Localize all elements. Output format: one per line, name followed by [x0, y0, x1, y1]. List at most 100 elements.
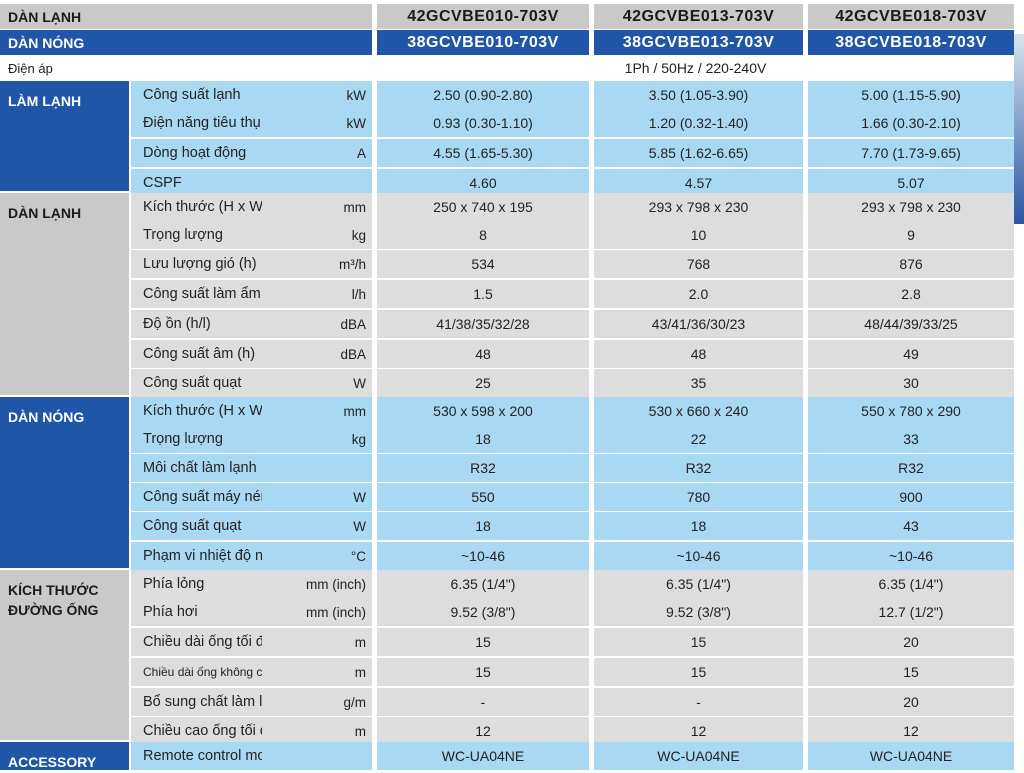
row-value-model-2: R32 — [594, 454, 803, 482]
row-unit: m³/h — [262, 250, 372, 278]
row-label: CSPF — [131, 169, 262, 197]
row-value-model-3: R32 — [808, 454, 1014, 482]
row-unit: mm (inch) — [262, 598, 372, 626]
row-value-model-3: 12.7 (1/2") — [808, 598, 1014, 626]
row-unit — [262, 742, 372, 770]
row-unit: W — [262, 483, 372, 511]
row-value-model-3: 43 — [808, 512, 1014, 540]
row-value-model-2: 18 — [594, 512, 803, 540]
row-value-model-1: R32 — [377, 454, 589, 482]
row-value-model-2: 48 — [594, 340, 803, 368]
row-value-model-3: 2.8 — [808, 280, 1014, 308]
row-unit: mm — [262, 397, 372, 425]
row-value-model-3: 1.66 (0.30-2.10) — [808, 109, 1014, 137]
row-value-model-1: 8 — [377, 221, 589, 249]
row-value-model-1: 6.35 (1/4") — [377, 570, 589, 598]
section-title-2: DÀN NÓNG — [0, 397, 129, 568]
row-value-model-2: 10 — [594, 221, 803, 249]
row-value-model-2: 35 — [594, 369, 803, 397]
row-value-model-2: 293 x 798 x 230 — [594, 193, 803, 221]
row-label: Trọng lượng — [131, 425, 262, 453]
indoor-unit-label: DÀN LẠNH — [0, 4, 372, 29]
row-value-model-3: 15 — [808, 658, 1014, 686]
row-value-model-3: 876 — [808, 250, 1014, 278]
row-value-model-1: 2.50 (0.90-2.80) — [377, 81, 589, 109]
row-value-model-3: 48/44/39/33/25 — [808, 310, 1014, 338]
row-unit: mm (inch) — [262, 570, 372, 598]
row-label: Kích thước (H x W x D) — [131, 193, 262, 221]
row-value-model-1: 4.60 — [377, 169, 589, 197]
row-value-model-2: 5.85 (1.62-6.65) — [594, 139, 803, 167]
row-value-model-1: 25 — [377, 369, 589, 397]
row-label: Môi chất làm lạnh — [131, 454, 262, 482]
row-value-model-2: 4.57 — [594, 169, 803, 197]
row-label: Remote control model — [131, 742, 262, 770]
section-title-4: ACCESSORY — [0, 742, 129, 770]
row-value-model-1: 9.52 (3/8") — [377, 598, 589, 626]
row-label: Lưu lượng gió (h) — [131, 250, 262, 278]
row-value-model-3: ~10-46 — [808, 542, 1014, 570]
row-label: Chiều cao ống tối đa — [131, 717, 262, 745]
row-value-model-3: 5.00 (1.15-5.90) — [808, 81, 1014, 109]
row-label: Công suất làm ẩm — [131, 280, 262, 308]
row-value-model-2: WC-UA04NE — [594, 742, 803, 770]
indoor-model-2: 42GCVBE013-703V — [594, 4, 803, 29]
row-value-model-3: 20 — [808, 688, 1014, 716]
row-label: Bổ sung chất làm lạnh — [131, 688, 262, 716]
row-label: Chiều dài ống không cần nạp thêm gas — [131, 658, 262, 686]
indoor-model-1: 42GCVBE010-703V — [377, 4, 589, 29]
indoor-model-3: 42GCVBE018-703V — [808, 4, 1014, 29]
row-label: Kích thước (H x W x D) — [131, 397, 262, 425]
row-unit — [262, 169, 372, 197]
outdoor-unit-label: DÀN NÓNG — [0, 30, 372, 55]
row-value-model-1: 18 — [377, 425, 589, 453]
row-value-model-1: 250 x 740 x 195 — [377, 193, 589, 221]
row-label: Điện năng tiêu thụ 220V — [131, 109, 262, 137]
row-value-model-2: 15 — [594, 628, 803, 656]
row-value-model-3: 7.70 (1.73-9.65) — [808, 139, 1014, 167]
row-unit: m — [262, 628, 372, 656]
row-value-model-1: 0.93 (0.30-1.10) — [377, 109, 589, 137]
row-value-model-1: 18 — [377, 512, 589, 540]
row-value-model-1: 550 — [377, 483, 589, 511]
row-label: Phía hơi — [131, 598, 262, 626]
row-value-model-2: ~10-46 — [594, 542, 803, 570]
row-label: Phạm vi nhiệt độ ngoài trời — [131, 542, 262, 570]
row-value-model-3: 9 — [808, 221, 1014, 249]
row-label: Phía lỏng — [131, 570, 262, 598]
section-title-0: LÀM LẠNH — [0, 81, 129, 191]
row-value-model-1: 41/38/35/32/28 — [377, 310, 589, 338]
section-title-1: DÀN LẠNH — [0, 193, 129, 395]
row-unit: °C — [262, 542, 372, 570]
row-value-model-1: 4.55 (1.65-5.30) — [377, 139, 589, 167]
row-value-model-2: 3.50 (1.05-3.90) — [594, 81, 803, 109]
row-value-model-3: 293 x 798 x 230 — [808, 193, 1014, 221]
row-value-model-1: 530 x 598 x 200 — [377, 397, 589, 425]
row-value-model-2: 22 — [594, 425, 803, 453]
row-label: Công suất âm (h) — [131, 340, 262, 368]
row-value-model-1: 12 — [377, 717, 589, 745]
row-unit: l/h — [262, 280, 372, 308]
outdoor-model-2: 38GCVBE013-703V — [594, 30, 803, 55]
row-unit: kW — [262, 81, 372, 109]
row-unit — [262, 454, 372, 482]
row-value-model-3: 550 x 780 x 290 — [808, 397, 1014, 425]
row-value-model-2: 6.35 (1/4") — [594, 570, 803, 598]
row-unit: W — [262, 369, 372, 397]
row-value-model-1: 48 — [377, 340, 589, 368]
row-value-model-3: 20 — [808, 628, 1014, 656]
row-value-model-1: 15 — [377, 658, 589, 686]
row-value-model-2: 12 — [594, 717, 803, 745]
row-value-model-3: 6.35 (1/4") — [808, 570, 1014, 598]
row-value-model-2: 768 — [594, 250, 803, 278]
row-value-model-1: 534 — [377, 250, 589, 278]
row-value-model-2: - — [594, 688, 803, 716]
row-unit: kW — [262, 109, 372, 137]
row-label: Công suất quạt — [131, 369, 262, 397]
row-label: Công suất quạt — [131, 512, 262, 540]
row-label: Công suất lạnh — [131, 81, 262, 109]
row-value-model-1: 1.5 — [377, 280, 589, 308]
row-value-model-2: 1.20 (0.32-1.40) — [594, 109, 803, 137]
row-value-model-1: 15 — [377, 628, 589, 656]
